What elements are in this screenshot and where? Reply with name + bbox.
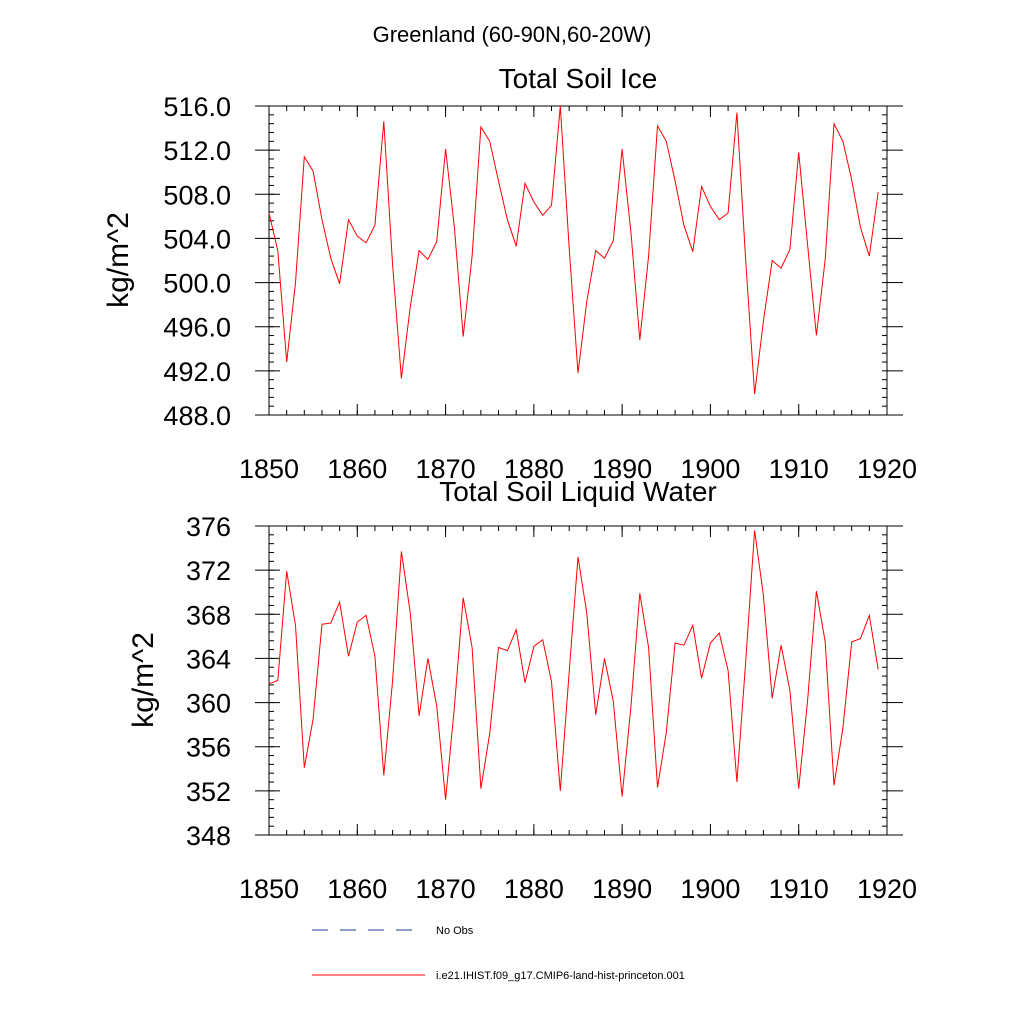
legend: No Obs i.e21.IHIST.f09_g17.CMIP6-land-hi… xyxy=(312,925,685,982)
y-tick-label: 508.0 xyxy=(163,180,231,210)
series-line xyxy=(268,105,879,395)
y-tick-label: 364 xyxy=(186,644,231,674)
chart-total-soil-liquid-water: Total Soil Liquid Water kg/m^2 1850 1860 1… xyxy=(127,476,917,904)
x-tick-label: 1900 xyxy=(680,454,740,484)
y-tick-label: 360 xyxy=(186,689,231,719)
y-tick-label: 496.0 xyxy=(163,313,231,343)
y-tick-label: 348 xyxy=(186,821,231,851)
y-tick-label: 352 xyxy=(186,777,231,807)
plot-frame xyxy=(268,105,888,416)
y-tick-label: 376 xyxy=(186,512,231,542)
x-tick-label: 1880 xyxy=(504,874,564,904)
x-tick-label: 1850 xyxy=(239,874,299,904)
x-tick-label: 1880 xyxy=(504,454,564,484)
y-tick-label: 516.0 xyxy=(163,92,231,122)
y-tick-label: 500.0 xyxy=(163,269,231,299)
y-tick-label: 368 xyxy=(186,600,231,630)
legend-label-model: i.e21.IHIST.f09_g17.CMIP6-land-hist-prin… xyxy=(436,970,685,982)
x-tick-label: 1850 xyxy=(239,454,299,484)
legend-label-no-obs: No Obs xyxy=(436,925,474,937)
y-tick-label: 504.0 xyxy=(163,224,231,254)
figure-suptitle: Greenland (60-90N,60-20W) xyxy=(373,22,652,47)
x-tick-label: 1910 xyxy=(769,454,829,484)
plot-frame xyxy=(268,525,888,836)
x-tick-label: 1860 xyxy=(327,874,387,904)
x-tick-label: 1920 xyxy=(857,874,917,904)
y-tick-label: 492.0 xyxy=(163,357,231,387)
y-tick-label: 356 xyxy=(186,733,231,763)
x-tick-label: 1890 xyxy=(592,454,652,484)
y-tick-label: 488.0 xyxy=(163,401,231,431)
y-tick-label: 512.0 xyxy=(163,136,231,166)
x-tick-label: 1870 xyxy=(416,454,476,484)
y-axis-label: kg/m^2 xyxy=(102,212,135,308)
x-tick-label: 1860 xyxy=(327,454,387,484)
x-tick-label: 1920 xyxy=(857,454,917,484)
series-line xyxy=(268,530,879,800)
chart-total-soil-ice: Total Soil Ice kg/m^2 1850 1860 1870 1880 18… xyxy=(102,63,917,484)
y-axis-label: kg/m^2 xyxy=(127,632,160,728)
x-tick-label: 1900 xyxy=(680,874,740,904)
x-tick-label: 1870 xyxy=(416,874,476,904)
chart-title: Total Soil Ice xyxy=(499,63,658,94)
x-tick-label: 1910 xyxy=(769,874,829,904)
chart-title: Total Soil Liquid Water xyxy=(439,476,717,507)
x-tick-label: 1890 xyxy=(592,874,652,904)
y-tick-label: 372 xyxy=(186,556,231,586)
